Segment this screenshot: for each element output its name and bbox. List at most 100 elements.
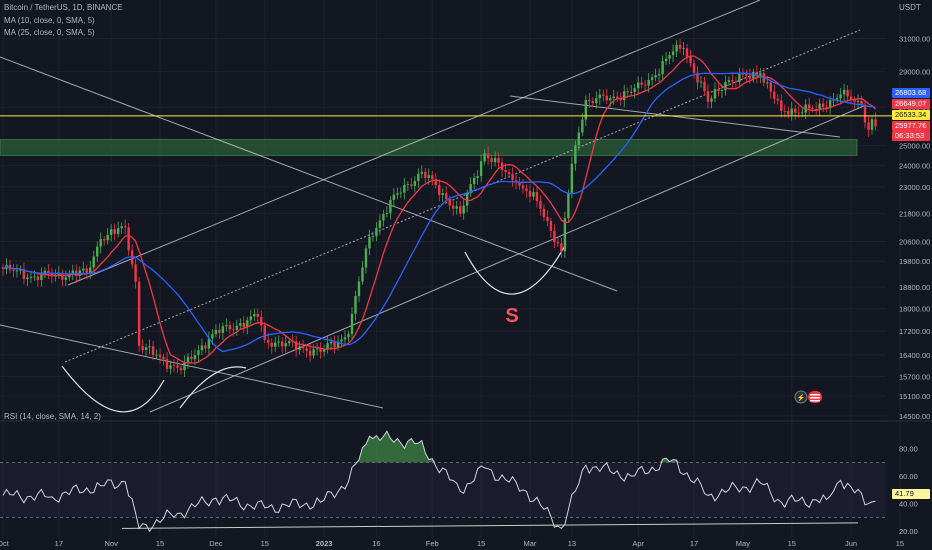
trendline-drawings xyxy=(0,0,867,413)
candle-body xyxy=(385,213,389,215)
candle xyxy=(846,85,849,102)
candle-body xyxy=(469,184,472,193)
candle-body xyxy=(193,355,197,360)
ma10-legend[interactable]: MA (10, close, 0, SMA, 5) xyxy=(4,16,95,25)
candle xyxy=(787,106,790,119)
candle-body xyxy=(577,132,581,146)
candle xyxy=(532,187,535,201)
candle xyxy=(825,100,828,113)
candle xyxy=(123,219,127,235)
candle xyxy=(581,113,584,137)
candle xyxy=(818,98,821,116)
candle xyxy=(361,260,364,285)
price-grid xyxy=(0,0,932,538)
candle xyxy=(420,165,423,179)
candle-body xyxy=(427,175,430,178)
candle-body xyxy=(633,88,636,92)
candle-body xyxy=(298,346,301,350)
candle-body xyxy=(120,226,123,229)
candle xyxy=(158,348,162,364)
candle xyxy=(483,149,486,165)
candle-body xyxy=(15,270,19,272)
candle-body xyxy=(650,77,654,80)
candle xyxy=(752,68,755,83)
candle-body xyxy=(151,346,155,355)
ma25-legend[interactable]: MA (25, close, 0, SMA, 5) xyxy=(4,28,95,37)
candle-body xyxy=(22,269,26,280)
candle xyxy=(664,52,668,65)
candle-body xyxy=(96,246,99,257)
candle-body xyxy=(567,192,570,219)
candle xyxy=(343,330,347,347)
candle-body xyxy=(860,100,863,106)
rsi-legend[interactable]: RSI (14, close, SMA, 14, 2) xyxy=(4,412,101,421)
candle-body xyxy=(748,75,752,79)
candle-body xyxy=(458,206,462,214)
candle-body xyxy=(336,341,340,348)
candle-body xyxy=(863,105,867,123)
rsi-line xyxy=(2,430,876,533)
candle xyxy=(563,211,567,259)
price-tick-label: 20600.00 xyxy=(899,238,930,247)
candle xyxy=(326,336,329,354)
candle-body xyxy=(260,316,263,326)
candle xyxy=(856,94,860,109)
candle xyxy=(22,262,26,285)
candle xyxy=(406,181,410,191)
candle-body xyxy=(33,276,36,278)
candle xyxy=(689,49,692,68)
candle-body xyxy=(581,119,584,133)
candle-body xyxy=(671,51,675,56)
candle xyxy=(228,320,232,334)
candle xyxy=(116,221,120,238)
candle-body xyxy=(630,91,633,93)
candle-body xyxy=(315,348,319,350)
candle xyxy=(127,223,130,256)
candle xyxy=(413,176,417,193)
candle-body xyxy=(870,119,874,130)
price-tick-label: 25000.00 xyxy=(899,141,930,150)
symbol-legend[interactable]: Bitcoin / TetherUS, 1D, BINANCE xyxy=(4,3,123,12)
candle xyxy=(82,261,85,275)
candle-body xyxy=(232,329,235,331)
candle xyxy=(218,323,221,339)
candle-body xyxy=(668,55,671,59)
time-tick-label: 15 xyxy=(477,539,485,548)
candle-body xyxy=(141,345,144,350)
time-tick-label: 13 xyxy=(568,539,576,548)
candle-body xyxy=(787,110,790,115)
candle xyxy=(281,337,284,354)
candle-body xyxy=(574,145,577,164)
candle xyxy=(870,115,874,135)
candle-body xyxy=(598,94,601,99)
candle-body xyxy=(246,320,249,328)
candle-body xyxy=(724,82,727,91)
candle xyxy=(253,308,256,321)
candle-body xyxy=(752,71,755,79)
candle-body xyxy=(350,313,354,335)
candle-body xyxy=(190,356,193,360)
candle-body xyxy=(256,313,259,317)
candle xyxy=(172,359,176,373)
support-zone xyxy=(0,138,858,156)
candle-body xyxy=(801,112,804,114)
candle-body xyxy=(162,356,165,360)
candle-body xyxy=(214,329,218,335)
candle xyxy=(274,336,277,352)
candle-body xyxy=(521,185,525,189)
candle-body xyxy=(776,98,779,101)
candle xyxy=(61,269,64,287)
price-tick-label: 16400.00 xyxy=(899,351,930,360)
candle xyxy=(497,152,500,168)
candle xyxy=(546,210,549,227)
candle-body xyxy=(144,347,148,350)
candle-body xyxy=(465,192,469,206)
candle-body xyxy=(616,96,619,99)
candle-body xyxy=(434,179,437,186)
candle-body xyxy=(420,171,423,174)
candle-body xyxy=(228,325,232,330)
candle xyxy=(518,176,521,190)
candle xyxy=(57,265,61,279)
candle-body xyxy=(814,108,818,110)
